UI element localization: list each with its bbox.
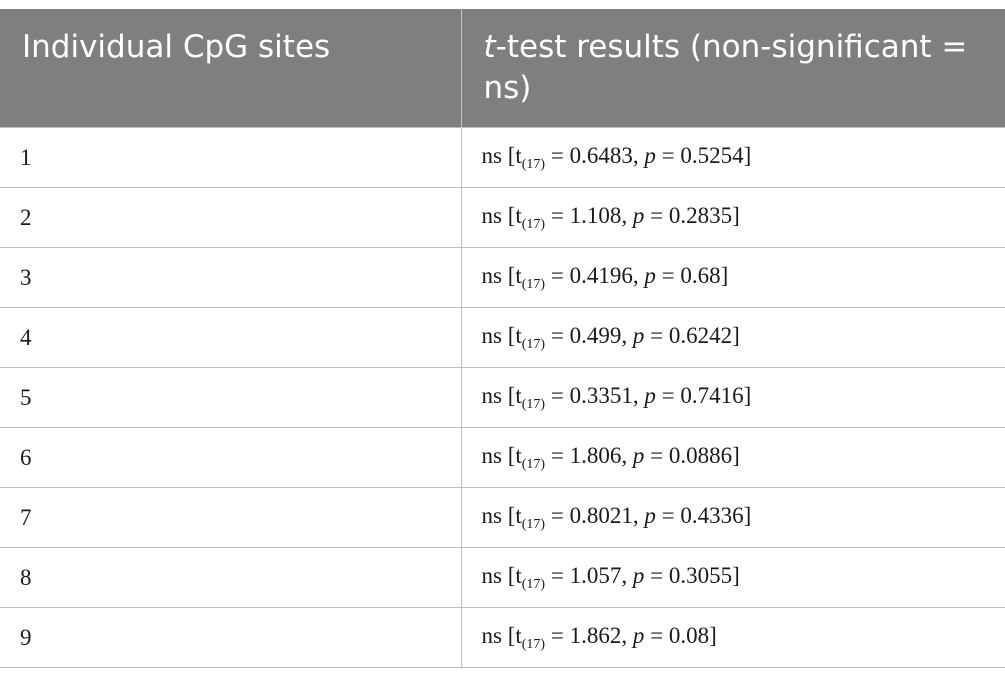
table-row: 5 ns [t(17) = 0.3351, p = 0.7416] <box>0 367 1005 428</box>
p-value: 0.3055 <box>668 562 733 588</box>
cpg-site-cell: 5 <box>0 367 462 428</box>
degrees-of-freedom: (17) <box>521 336 546 352</box>
t-test-result-cell: ns [t(17) = 1.806, p = 0.0886] <box>460 427 1005 488</box>
p-value: 0.68 <box>680 262 721 288</box>
p-value: 0.0886 <box>668 442 733 468</box>
table-header: Individual CpG sites t-test results (non… <box>0 9 1005 128</box>
t-test-result-cell: ns [t(17) = 1.057, p = 0.3055] <box>460 547 1005 608</box>
cpg-site-cell: 8 <box>0 547 462 608</box>
t-value: 0.3351 <box>569 382 633 408</box>
table-row: 6 ns [t(17) = 1.806, p = 0.0886] <box>0 427 1005 488</box>
t-value: 1.108 <box>569 202 622 228</box>
cpg-site-cell: 3 <box>0 247 462 308</box>
degrees-of-freedom: (17) <box>521 576 546 592</box>
t-value: 0.8021 <box>569 502 633 528</box>
p-value: 0.5254 <box>680 142 744 168</box>
degrees-of-freedom: (17) <box>521 456 546 472</box>
cpg-site-cell: 7 <box>0 487 462 548</box>
header-t-test-results: t-test results (non-significant = ns) <box>460 9 1005 128</box>
table-body: 1 ns [t(17) = 0.6483, p = 0.5254] 2 ns [t(1… <box>0 127 1005 668</box>
p-value: 0.7416 <box>680 382 744 408</box>
table-row: 1 ns [t(17) = 0.6483, p = 0.5254] <box>0 127 1005 188</box>
t-value: 1.862 <box>569 622 622 648</box>
table-row: 2 ns [t(17) = 1.108, p = 0.2835] <box>0 187 1005 248</box>
t-value: 1.806 <box>569 442 622 468</box>
p-value: 0.08 <box>668 622 710 648</box>
header-row: Individual CpG sites t-test results (non… <box>0 9 1005 128</box>
t-test-result-cell: ns [t(17) = 0.4196, p = 0.68] <box>460 247 1005 308</box>
degrees-of-freedom: (17) <box>521 636 546 652</box>
significance-label: ns <box>481 622 502 648</box>
cpg-site-cell: 1 <box>0 127 462 188</box>
t-value: 1.057 <box>569 562 622 588</box>
t-test-result-cell: ns [t(17) = 0.6483, p = 0.5254] <box>460 127 1005 188</box>
p-value: 0.6242 <box>668 322 733 348</box>
significance-label: ns <box>481 442 502 468</box>
header-t-test-rest: -test results (non-significant = ns) <box>483 29 968 106</box>
p-value: 0.2835 <box>668 202 733 228</box>
table-row: 3 ns [t(17) = 0.4196, p = 0.68] <box>0 247 1005 308</box>
table-row: 4 ns [t(17) = 0.499, p = 0.6242] <box>0 307 1005 368</box>
t-value: 0.6483 <box>569 142 633 168</box>
significance-label: ns <box>481 382 502 408</box>
p-value: 0.4336 <box>680 502 744 528</box>
t-test-result-cell: ns [t(17) = 0.3351, p = 0.7416] <box>460 367 1005 428</box>
degrees-of-freedom: (17) <box>521 216 546 232</box>
cpg-site-cell: 4 <box>0 307 462 368</box>
significance-label: ns <box>481 562 502 588</box>
cpg-site-cell: 2 <box>0 187 462 248</box>
t-test-result-cell: ns [t(17) = 1.862, p = 0.08] <box>460 607 1005 668</box>
t-test-result-cell: ns [t(17) = 0.8021, p = 0.4336] <box>460 487 1005 548</box>
results-table: Individual CpG sites t-test results (non… <box>0 9 1005 668</box>
degrees-of-freedom: (17) <box>521 396 546 412</box>
significance-label: ns <box>481 322 502 348</box>
table-row: 7 ns [t(17) = 0.8021, p = 0.4336] <box>0 487 1005 548</box>
table-row: 9 ns [t(17) = 1.862, p = 0.08] <box>0 607 1005 668</box>
degrees-of-freedom: (17) <box>521 516 546 532</box>
t-test-result-cell: ns [t(17) = 1.108, p = 0.2835] <box>460 187 1005 248</box>
t-value: 0.499 <box>569 322 622 348</box>
header-cpg-sites: Individual CpG sites <box>0 9 462 128</box>
table-row: 8 ns [t(17) = 1.057, p = 0.3055] <box>0 547 1005 608</box>
t-value: 0.4196 <box>569 262 633 288</box>
cpg-site-cell: 6 <box>0 427 462 488</box>
significance-label: ns <box>481 202 502 228</box>
significance-label: ns <box>481 142 502 168</box>
degrees-of-freedom: (17) <box>521 156 546 172</box>
header-t-italic: t <box>483 29 496 65</box>
t-test-result-cell: ns [t(17) = 0.499, p = 0.6242] <box>460 307 1005 368</box>
degrees-of-freedom: (17) <box>521 276 546 292</box>
significance-label: ns <box>481 262 502 288</box>
cpg-site-cell: 9 <box>0 607 462 668</box>
significance-label: ns <box>481 502 502 528</box>
